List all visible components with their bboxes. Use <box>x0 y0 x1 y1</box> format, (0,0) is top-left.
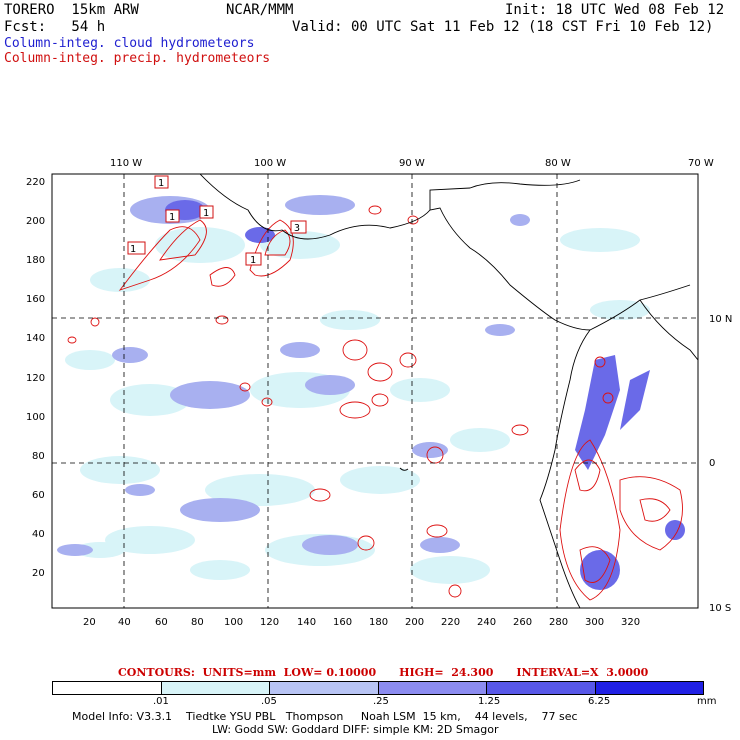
x-tick-label: 100 <box>224 617 243 628</box>
y-tick-label: 80 <box>32 451 45 462</box>
lon-label: 80 W <box>545 158 571 169</box>
lat-label: 10 N <box>709 314 732 325</box>
model-name: TORERO 15km ARW <box>4 2 139 18</box>
lon-label: 100 W <box>254 158 286 169</box>
x-tick-label: 60 <box>155 617 168 628</box>
grid-lines <box>52 174 698 608</box>
y-tick-label: 200 <box>26 216 45 227</box>
box-label: 1 <box>203 208 209 219</box>
lat-label: 0 <box>709 458 715 469</box>
box-labels: 1 1 1 1 1 3 <box>127 175 307 266</box>
colorbar-label: .25 <box>373 696 389 707</box>
y-tick-label: 40 <box>32 529 45 540</box>
x-tick-label: 40 <box>118 617 131 628</box>
colorbar-label: 6.25 <box>588 696 611 707</box>
precip-contours <box>67 205 683 601</box>
x-tick-label: 260 <box>513 617 532 628</box>
lon-label: 70 W <box>688 158 714 169</box>
colorbar-bin <box>486 682 595 694</box>
x-tick-label: 180 <box>369 617 388 628</box>
y-tick-label: 100 <box>26 412 45 423</box>
y-tick-label: 140 <box>26 333 45 344</box>
lon-label: 110 W <box>110 158 142 169</box>
colorbar-bin <box>377 682 486 694</box>
x-tick-label: 220 <box>441 617 460 628</box>
colorbar-label: .05 <box>261 696 277 707</box>
box-label: 1 <box>250 255 256 266</box>
coastlines <box>199 174 698 608</box>
x-tick-label: 20 <box>83 617 96 628</box>
x-tick-label: 280 <box>549 617 568 628</box>
y-tick-label: 160 <box>26 294 45 305</box>
y-tick-label: 120 <box>26 373 45 384</box>
field-cloud-label: Column-integ. cloud hydrometeors <box>4 36 255 51</box>
x-tick-label: 160 <box>333 617 352 628</box>
box-label: 1 <box>169 212 175 223</box>
bottom-tick-labels: 20 40 60 80 100 120 140 160 180 200 220 … <box>83 617 640 628</box>
colorbar-label: 1.25 <box>478 696 501 707</box>
cloud-shade-light <box>65 227 650 584</box>
x-tick-label: 320 <box>621 617 640 628</box>
lon-label: 90 W <box>399 158 425 169</box>
colorbar <box>52 681 704 695</box>
x-tick-label: 80 <box>191 617 204 628</box>
colorbar-bin <box>269 682 378 694</box>
colorbar-bin <box>160 682 269 694</box>
colorbar-label: .01 <box>153 696 169 707</box>
box-label: 3 <box>294 223 300 234</box>
colorbar-labels: .01 .05 .25 1.25 6.25 mm <box>0 696 740 708</box>
y-tick-label: 20 <box>32 568 45 579</box>
init-time: Init: 18 UTC Wed 08 Feb 12 <box>505 2 725 18</box>
y-tick-label: 220 <box>26 177 45 188</box>
x-tick-label: 120 <box>260 617 279 628</box>
plot-frame <box>51 173 699 609</box>
y-tick-label: 60 <box>32 490 45 501</box>
y-tick-label: 180 <box>26 255 45 266</box>
valid-time: Valid: 00 UTC Sat 11 Feb 12 (18 CST Fri … <box>292 19 714 35</box>
model-info-line1: Model Info: V3.3.1 Tiedtke YSU PBL Thomp… <box>72 710 578 723</box>
org-name: NCAR/MMM <box>226 2 294 18</box>
x-tick-label: 200 <box>405 617 424 628</box>
forecast-hour: Fcst: 54 h <box>4 19 106 35</box>
lat-label: 10 S <box>709 603 731 614</box>
box-label: 1 <box>130 244 136 255</box>
field-precip-label: Column-integ. precip. hydrometeors <box>4 51 271 66</box>
colorbar-bin <box>594 682 703 694</box>
colorbar-unit: mm <box>697 696 717 707</box>
left-tick-labels: 220 200 180 160 140 120 100 80 60 40 20 <box>26 177 45 579</box>
colorbar-bin <box>53 682 161 694</box>
model-info-line2: LW: Godd SW: Goddard DIFF: simple KM: 2D… <box>212 723 499 736</box>
x-tick-label: 300 <box>585 617 604 628</box>
contour-info: CONTOURS: UNITS=mm LOW= 0.10000 HIGH= 24… <box>118 666 649 679</box>
x-tick-label: 140 <box>297 617 316 628</box>
x-tick-label: 240 <box>477 617 496 628</box>
map-panel: 110 W 100 W 90 W 80 W 70 W 10 N 0 10 S 2… <box>26 158 732 628</box>
box-label: 1 <box>158 178 164 189</box>
